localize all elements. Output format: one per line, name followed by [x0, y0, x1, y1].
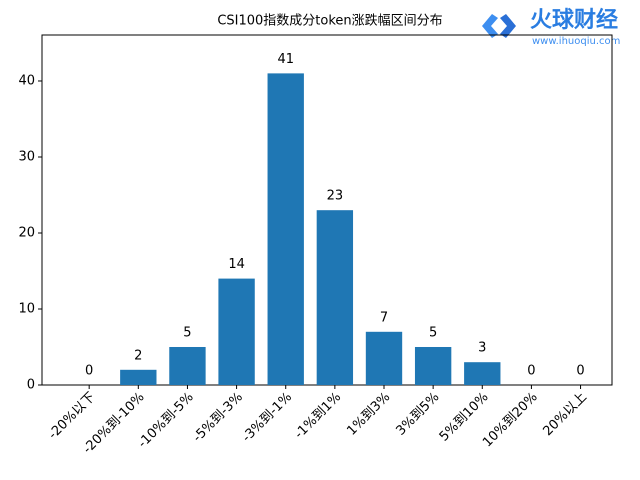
x-tick-label: 3%到5% [393, 390, 442, 439]
x-tick-label: -5%到-3% [190, 390, 246, 446]
value-label: 0 [576, 364, 584, 379]
bar [365, 331, 403, 385]
value-label: 14 [228, 257, 245, 272]
x-tick-label: 1%到3% [344, 390, 393, 439]
value-label: 5 [429, 325, 437, 340]
chart-title: CSI100指数成分token涨跌幅区间分布 [217, 13, 442, 29]
x-tick-label: -1%到1% [292, 390, 344, 442]
value-label: 23 [327, 189, 344, 204]
x-tick-label: -20%以下 [46, 390, 99, 443]
bar [267, 73, 304, 385]
value-label: 41 [277, 52, 294, 67]
value-label: 0 [85, 364, 93, 379]
value-label: 5 [183, 325, 191, 340]
y-tick-label: 40 [18, 73, 35, 88]
value-label: 2 [134, 348, 142, 363]
bar [218, 278, 255, 385]
y-tick-label: 0 [27, 378, 35, 393]
bar [169, 346, 206, 385]
x-tick-label: -3%到-1% [239, 390, 295, 446]
bar [464, 362, 501, 385]
watermark-url: www.ihuoqiu.com [532, 36, 620, 47]
watermark-logo: 火球财经 www.ihuoqiu.com [482, 7, 620, 47]
watermark-brand: 火球财经 [530, 7, 618, 33]
value-label: 3 [478, 341, 486, 356]
y-tick-label: 10 [18, 301, 35, 316]
y-tick-label: 30 [18, 149, 35, 164]
x-tick-label: 20%以上 [540, 390, 589, 439]
y-tick-label: 20 [18, 225, 35, 240]
value-label: 0 [527, 364, 535, 379]
bar [316, 210, 354, 385]
value-label: 7 [380, 310, 388, 325]
bar [414, 346, 452, 385]
bar [120, 369, 157, 385]
